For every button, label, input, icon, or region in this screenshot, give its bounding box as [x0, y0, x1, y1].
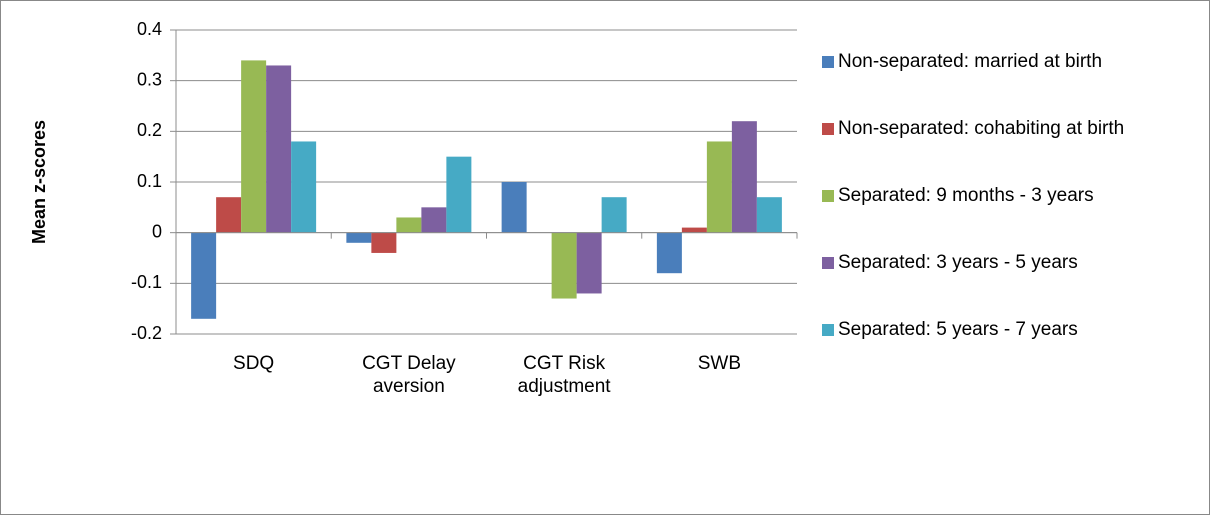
- legend-label: Non-separated: married at birth: [838, 51, 1102, 72]
- bar: [291, 141, 317, 233]
- legend-label: Non-separated: cohabiting at birth: [838, 118, 1124, 139]
- bar: [216, 197, 242, 233]
- legend-label: Separated: 3 years - 5 years: [838, 252, 1078, 273]
- bar: [191, 232, 217, 319]
- legend-swatch: [822, 123, 834, 135]
- bar: [601, 197, 627, 233]
- bar: [731, 121, 757, 233]
- bar: [656, 232, 682, 274]
- x-tick-label: CGT Delay aversion: [362, 353, 456, 397]
- bar: [266, 65, 292, 233]
- y-tick-label: 0: [152, 221, 162, 241]
- bar: [681, 227, 707, 233]
- legend-swatch: [822, 190, 834, 202]
- bar: [576, 232, 602, 294]
- x-tick-label: CGT Risk adjustment: [517, 353, 611, 397]
- bar: [551, 232, 577, 299]
- x-tick-label: SWB: [697, 353, 742, 374]
- bar: [501, 182, 527, 233]
- legend-swatch: [822, 257, 834, 269]
- legend-label: Separated: 9 months - 3 years: [838, 185, 1094, 206]
- x-tick-label: SDQ: [233, 353, 275, 374]
- y-tick-label: 0.2: [137, 120, 162, 140]
- y-tick-label: 0.3: [137, 69, 162, 89]
- bar: [756, 197, 782, 233]
- legend-label: Separated: 5 years - 7 years: [838, 319, 1078, 340]
- y-axis-label: Mean z-scores: [29, 120, 49, 244]
- bar: [241, 60, 267, 233]
- bar: [346, 232, 372, 243]
- bar: [446, 156, 472, 233]
- y-tick-label: -0.1: [131, 272, 162, 292]
- legend-swatch: [822, 324, 834, 336]
- y-tick-label: -0.2: [131, 323, 162, 343]
- bar: [396, 217, 422, 233]
- bar: [371, 232, 397, 253]
- bar: [421, 207, 447, 233]
- y-tick-label: 0.1: [137, 171, 162, 191]
- bar: [706, 141, 732, 233]
- legend-swatch: [822, 56, 834, 68]
- y-tick-label: 0.4: [137, 19, 162, 39]
